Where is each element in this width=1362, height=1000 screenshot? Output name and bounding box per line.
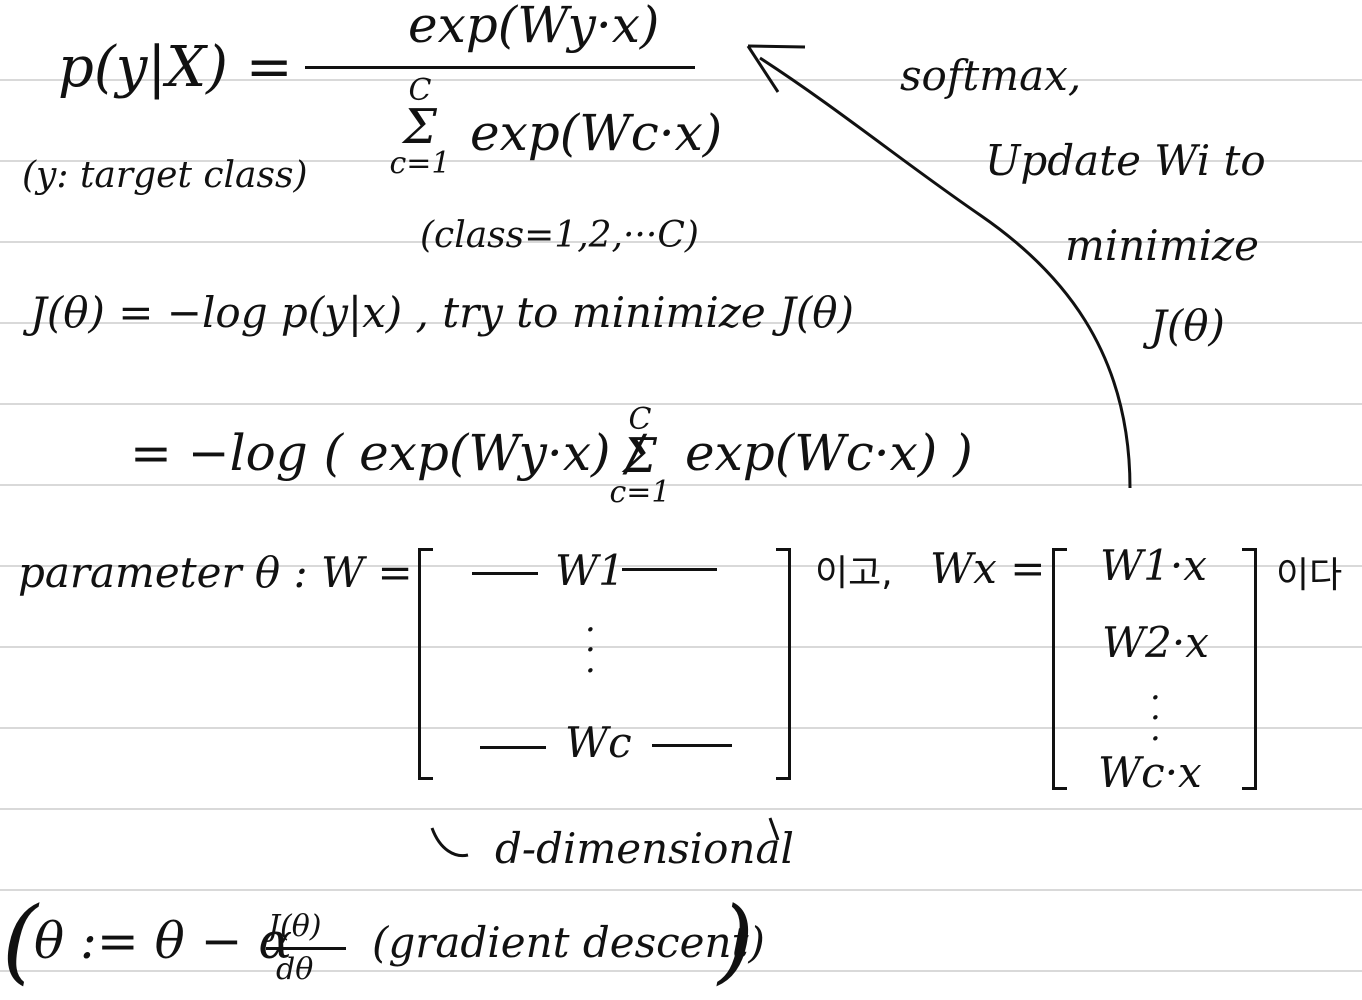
gradient-open-paren: ( xyxy=(2,887,38,994)
wx-row-1: W1·x xyxy=(1100,541,1207,590)
korean-connector-1: 이고, xyxy=(815,553,893,594)
sum-upper-limit: C xyxy=(408,73,432,108)
row1-left-dash xyxy=(472,572,538,575)
gradient-fraction-denominator: dθ xyxy=(276,952,314,987)
sum-lower-limit: c=1 xyxy=(389,146,451,182)
rowc-right-dash xyxy=(652,744,732,747)
loss-sum-upper: C xyxy=(628,402,652,437)
w-vertical-dots: · · · xyxy=(585,610,596,691)
side-note-softmax: softmax, xyxy=(900,51,1082,100)
loss-expansion-suffix: exp(Wc·x) ) xyxy=(685,424,973,482)
row1-right-dash xyxy=(622,568,717,571)
side-note-minimize: minimize xyxy=(1065,221,1259,270)
dimension-note: d-dimensional xyxy=(495,824,794,873)
loss-expansion-prefix: = −log ( exp(Wy·x) / xyxy=(130,424,644,482)
rowc-left-dash xyxy=(480,746,546,749)
wx-right-bracket xyxy=(1242,548,1257,790)
gradient-close-paren: ) xyxy=(718,887,754,994)
wx-vertical-dots: · · · xyxy=(1150,678,1161,759)
parameter-label: parameter θ : W = xyxy=(18,548,413,597)
loss-sum-lower: c=1 xyxy=(609,475,671,511)
side-note-update: Update Wi to xyxy=(985,136,1266,185)
wx-label: Wx = xyxy=(930,544,1046,593)
softmax-lhs: p(y|X) = xyxy=(58,35,293,100)
softmax-sum: C Σ c=1 xyxy=(380,76,460,179)
korean-connector-2: 이다 xyxy=(1276,555,1343,596)
gradient-fraction-bar xyxy=(266,947,346,950)
wx-left-bracket xyxy=(1052,548,1067,790)
w-row-1: W1 xyxy=(555,546,625,595)
loss-sum-sigma: Σ xyxy=(623,428,657,484)
softmax-denominator-term: exp(Wc·x) xyxy=(470,104,723,162)
target-class-note: (y: target class) xyxy=(22,155,308,196)
gradient-descent-note: (gradient descent) xyxy=(372,918,765,967)
wx-row-c: Wc·x xyxy=(1098,748,1202,797)
gradient-fraction-numerator: J(θ) xyxy=(268,909,322,944)
loss-definition: J(θ) = −log p(y|x) , try to minimize J(θ… xyxy=(30,288,854,337)
w-left-bracket xyxy=(418,548,433,780)
w-right-bracket xyxy=(776,548,791,780)
fraction-bar xyxy=(305,66,695,69)
w-row-c: Wc xyxy=(565,718,632,767)
sum-sigma: Σ xyxy=(403,99,437,155)
softmax-numerator: exp(Wy·x) xyxy=(408,0,660,54)
gradient-update-lhs: θ := θ − α xyxy=(34,912,293,970)
class-range-note: (class=1,2,···C) xyxy=(420,215,699,256)
loss-sum: C Σ c=1 xyxy=(605,405,675,508)
side-note-j-theta: J(θ) xyxy=(1150,301,1225,350)
wx-row-2: W2·x xyxy=(1102,618,1209,667)
